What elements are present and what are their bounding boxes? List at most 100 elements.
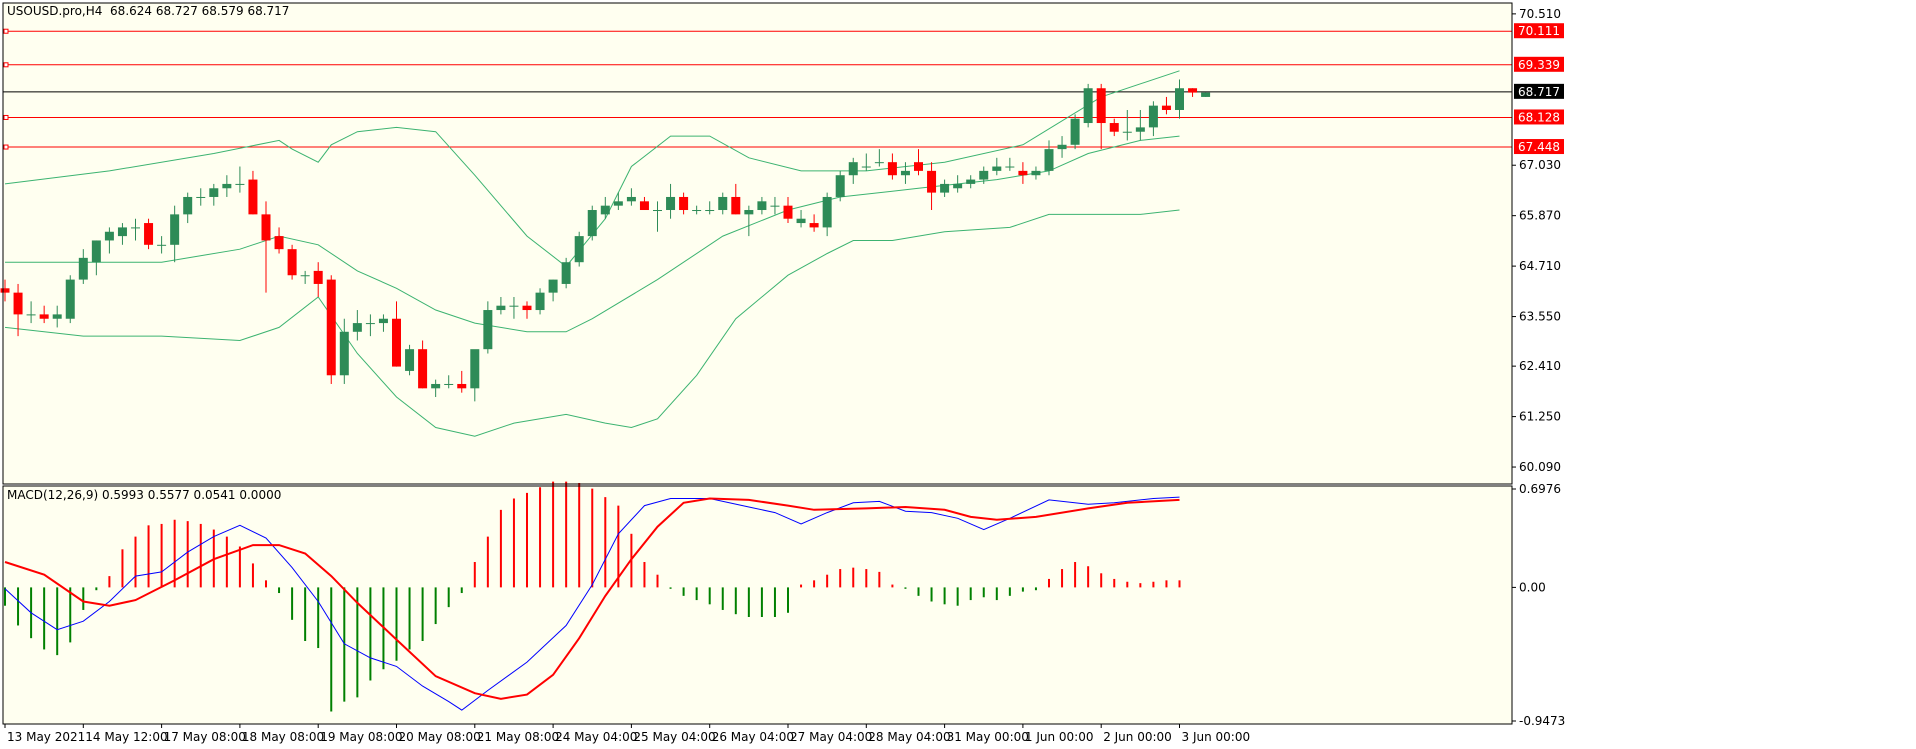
candle-body xyxy=(378,318,388,324)
candle-body xyxy=(1070,118,1080,145)
candle xyxy=(705,201,715,215)
candle xyxy=(953,175,963,193)
candle-body xyxy=(78,257,88,280)
candle-body xyxy=(535,292,545,311)
candle-body xyxy=(117,227,127,237)
candle xyxy=(1096,83,1106,150)
candle xyxy=(248,170,258,215)
candle-body xyxy=(705,210,715,212)
candle-body xyxy=(1201,92,1211,97)
price-panel-frame xyxy=(2,2,1513,485)
candle xyxy=(718,192,728,215)
candle xyxy=(887,153,897,180)
candle-body xyxy=(770,205,780,207)
candle-body xyxy=(65,279,75,319)
ohlc-label: 68.624 68.727 68.579 68.717 xyxy=(110,4,290,18)
candle xyxy=(1161,96,1171,115)
candle-body xyxy=(13,292,23,315)
candle-body xyxy=(1005,166,1015,168)
candle xyxy=(613,192,623,211)
candle-body xyxy=(731,196,741,215)
candle xyxy=(1070,114,1080,150)
candle-body xyxy=(979,170,989,180)
candle xyxy=(470,349,480,402)
candle-body xyxy=(692,210,702,212)
time-tick-label: 26 May 04:00 xyxy=(712,730,794,744)
candle-body xyxy=(809,223,819,228)
candle xyxy=(822,192,832,237)
candle-body xyxy=(196,196,206,198)
candle-body xyxy=(209,188,219,197)
candle xyxy=(992,157,1002,176)
candle-body xyxy=(1083,88,1093,124)
candle xyxy=(1018,162,1028,184)
candle xyxy=(535,288,545,315)
price-tick-label: 60.090 xyxy=(1519,460,1561,474)
price-tick-label: 67.030 xyxy=(1519,158,1561,172)
macd-signal-line xyxy=(4,497,1180,700)
candle-body xyxy=(131,227,140,229)
candle-body xyxy=(1018,170,1028,176)
candle xyxy=(117,223,127,245)
candle xyxy=(261,201,271,293)
candle-body xyxy=(744,210,754,215)
candle xyxy=(91,240,101,276)
candle-body xyxy=(1096,88,1106,124)
candle-body xyxy=(1031,170,1041,176)
candle-body xyxy=(1057,144,1067,150)
candle xyxy=(196,188,206,206)
candle xyxy=(444,375,454,389)
candle-body xyxy=(1109,123,1119,132)
candle-body xyxy=(470,349,480,389)
candle-body xyxy=(874,162,884,164)
time-tick-label: 2 Jun 00:00 xyxy=(1103,730,1172,744)
time-tick-label: 27 May 04:00 xyxy=(790,730,872,744)
candle xyxy=(274,227,284,254)
candle xyxy=(731,183,741,215)
candle xyxy=(352,310,362,341)
candle-body xyxy=(992,166,1002,171)
candle-body xyxy=(613,201,623,206)
candle-body xyxy=(1161,105,1171,110)
candle-body xyxy=(666,196,676,211)
macd-header: MACD(12,26,9) 0.5993 0.5577 0.0541 0.000… xyxy=(7,488,281,502)
candle-body xyxy=(496,305,506,311)
candle-body xyxy=(144,223,154,245)
candle xyxy=(835,170,845,202)
candle xyxy=(587,205,597,241)
candle-body xyxy=(457,383,467,389)
macd-panel-frame xyxy=(2,485,1513,725)
candle-body xyxy=(157,244,167,246)
candle-body xyxy=(561,262,571,284)
candle xyxy=(796,210,806,228)
candle-body xyxy=(365,323,375,325)
candle-body xyxy=(39,314,49,319)
level-price-tag xyxy=(1514,23,1564,39)
candle-body xyxy=(940,183,950,193)
candle-body xyxy=(418,349,428,389)
candle xyxy=(1083,83,1093,128)
candle-body xyxy=(522,305,532,311)
candle-body xyxy=(392,318,401,367)
candle xyxy=(170,205,180,263)
candle-body xyxy=(104,231,114,241)
candle xyxy=(522,301,532,319)
candle xyxy=(666,183,676,219)
candle xyxy=(874,149,884,167)
candle xyxy=(235,166,245,193)
candle-body xyxy=(26,314,36,316)
candle-body xyxy=(1148,105,1158,128)
price-tick-label: 64.710 xyxy=(1519,259,1561,273)
candle-body xyxy=(248,179,258,215)
macd-panel-background xyxy=(3,486,1512,724)
level-anchor-handle xyxy=(3,62,9,68)
candle xyxy=(157,236,167,254)
candle xyxy=(65,275,75,324)
candle-body xyxy=(405,349,415,371)
candle xyxy=(52,305,62,328)
macd-series xyxy=(4,481,1181,712)
time-tick-label: 24 May 04:00 xyxy=(555,730,637,744)
level-price-label: 67.448 xyxy=(1518,140,1560,154)
